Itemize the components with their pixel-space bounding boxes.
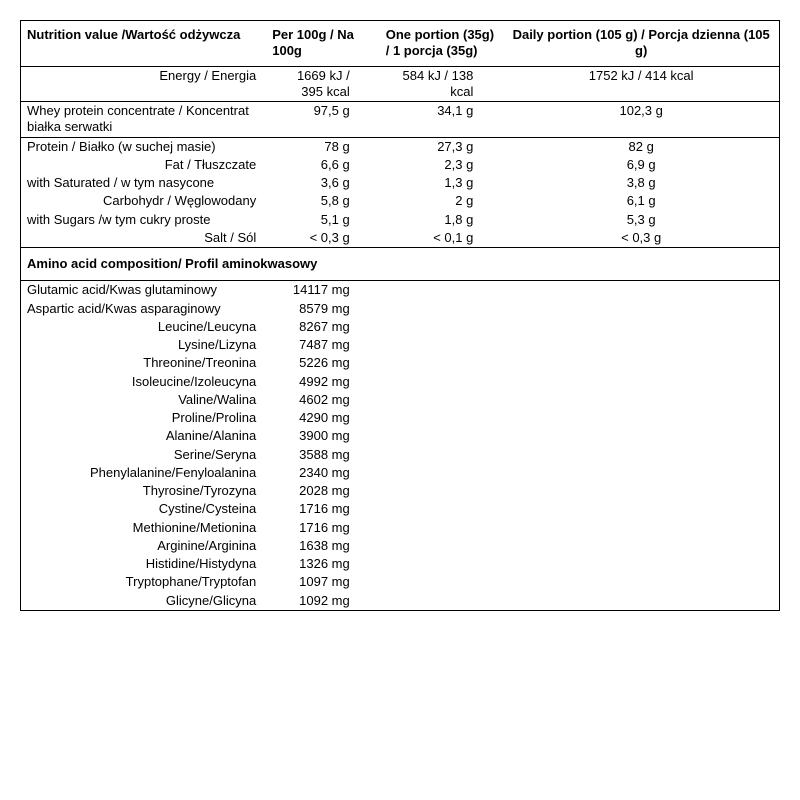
amino-row: Leucine/Leucyna8267 mg <box>21 318 780 336</box>
amino-row: Isoleucine/Izoleucyna4992 mg <box>21 373 780 391</box>
amino-row: Lysine/Lizyna7487 mg <box>21 336 780 354</box>
amino-row: Proline/Prolina4290 mg <box>21 409 780 427</box>
amino-row: Tryptophane/Tryptofan1097 mg <box>21 573 780 591</box>
amino-header-row: Amino acid composition/ Profil aminokwas… <box>21 248 780 281</box>
amino-row: Glutamic acid/Kwas glutaminowy14117 mg <box>21 281 780 300</box>
amino-row: Phenylalanine/Fenyloalanina2340 mg <box>21 464 780 482</box>
nutrition-row: Salt / Sól< 0,3 g< 0,1 g< 0,3 g <box>21 229 780 248</box>
amino-row: Thyrosine/Tyrozyna2028 mg <box>21 482 780 500</box>
amino-row: Alanine/Alanina3900 mg <box>21 427 780 445</box>
nutrition-row: Whey protein concentrate / Koncentrat bi… <box>21 102 780 138</box>
nutrition-row: Protein / Białko (w suchej masie)78 g27,… <box>21 137 780 156</box>
amino-row: Serine/Seryna3588 mg <box>21 446 780 464</box>
nutrition-row: with Saturated / w tym nasycone3,6 g1,3 … <box>21 174 780 192</box>
nutrition-row: Fat / Tłuszczate6,6 g2,3 g6,9 g <box>21 156 780 174</box>
nutrition-table: Nutrition value /Wartość odżywczaPer 100… <box>20 20 780 611</box>
header-row: Nutrition value /Wartość odżywczaPer 100… <box>21 21 780 67</box>
amino-row: Valine/Walina4602 mg <box>21 391 780 409</box>
amino-row: Cystine/Cysteina1716 mg <box>21 500 780 518</box>
nutrition-row: with Sugars /w tym cukry proste5,1 g1,8 … <box>21 211 780 229</box>
nutrition-row: Energy / Energia1669 kJ / 395 kcal584 kJ… <box>21 66 780 102</box>
amino-row: Glicyne/Glicyna1092 mg <box>21 592 780 611</box>
amino-row: Histidine/Histydyna1326 mg <box>21 555 780 573</box>
nutrition-row: Carbohydr / Węglowodany5,8 g2 g6,1 g <box>21 192 780 210</box>
amino-row: Threonine/Treonina5226 mg <box>21 354 780 372</box>
amino-row: Aspartic acid/Kwas asparaginowy8579 mg <box>21 300 780 318</box>
amino-row: Methionine/Metionina1716 mg <box>21 519 780 537</box>
amino-row: Arginine/Arginina1638 mg <box>21 537 780 555</box>
